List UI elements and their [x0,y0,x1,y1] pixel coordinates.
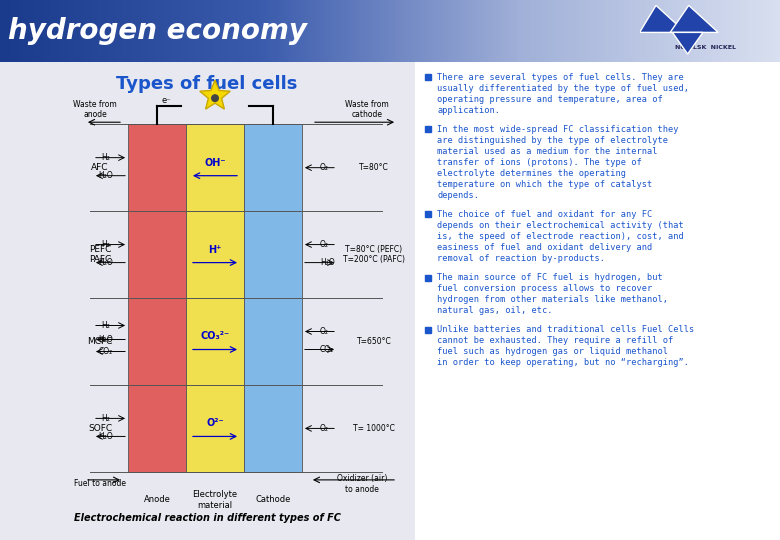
Text: OH⁻: OH⁻ [204,158,225,167]
Text: depends.: depends. [437,191,479,200]
Text: usually differentiated by the type of fuel used,: usually differentiated by the type of fu… [437,84,689,93]
Text: depends on their electrochemical activity (that: depends on their electrochemical activit… [437,221,684,230]
Text: transfer of ions (protons). The type of: transfer of ions (protons). The type of [437,158,642,167]
Text: Cathode: Cathode [255,495,291,504]
Text: operating pressure and temperature, area of: operating pressure and temperature, area… [437,94,663,104]
Text: fuel such as hydrogen gas or liquid methanol: fuel such as hydrogen gas or liquid meth… [437,347,668,356]
Text: PEFC
PAFC: PEFC PAFC [89,245,112,264]
Text: hydrogen economy: hydrogen economy [8,17,307,45]
Text: AFC: AFC [91,163,108,172]
Text: The choice of fuel and oxidant for any FC: The choice of fuel and oxidant for any F… [437,210,652,219]
Text: hydrogen from other materials like methanol,: hydrogen from other materials like metha… [437,295,668,304]
Text: natural gas, oil, etc.: natural gas, oil, etc. [437,306,552,315]
Text: Waste from
anode: Waste from anode [73,100,117,119]
Bar [186,124,244,472]
Text: O₂: O₂ [320,163,329,172]
Bar [0,62,415,540]
Bar [415,62,780,540]
Text: NORILSK  NICKEL: NORILSK NICKEL [675,45,736,50]
Text: O₂: O₂ [320,424,329,433]
Bar [128,124,186,472]
Text: H₂: H₂ [101,414,111,423]
Text: H₂: H₂ [101,240,111,249]
Text: Fuel to anode: Fuel to anode [74,480,126,488]
Text: O²⁻: O²⁻ [206,418,224,428]
Text: is, the speed of electrode reaction), cost, and: is, the speed of electrode reaction), co… [437,232,684,241]
Text: fuel conversion process allows to recover: fuel conversion process allows to recove… [437,284,652,293]
Text: Unlike batteries and traditional cells Fuel Cells: Unlike batteries and traditional cells F… [437,325,694,334]
Text: O₂: O₂ [320,240,329,249]
Text: Waste from
cathode: Waste from cathode [345,100,389,119]
Text: H₂O: H₂O [98,432,113,441]
Text: H₂O: H₂O [320,258,335,267]
Text: In the most wide-spread FC classification they: In the most wide-spread FC classificatio… [437,125,679,134]
Polygon shape [200,80,230,109]
Text: H₂O: H₂O [98,258,113,267]
Text: electrolyte determines the operating: electrolyte determines the operating [437,169,626,178]
Text: H₂: H₂ [101,321,111,330]
Text: removal of reaction by-products.: removal of reaction by-products. [437,254,605,263]
Text: H₂O: H₂O [98,335,113,344]
Text: Types of fuel cells: Types of fuel cells [116,75,298,93]
Text: T=650°C: T=650°C [356,337,392,346]
Circle shape [211,94,219,102]
Bar [244,124,302,472]
Text: e⁻: e⁻ [162,96,172,105]
Text: are distinguished by the type of electrolyte: are distinguished by the type of electro… [437,136,668,145]
Text: H₂O: H₂O [98,171,113,180]
Text: in order to keep operating, but no “recharging”.: in order to keep operating, but no “rech… [437,358,689,367]
Text: temperature on which the type of catalyst: temperature on which the type of catalys… [437,180,652,189]
Text: T=80°C (PEFC)
T=200°C (PAFC): T=80°C (PEFC) T=200°C (PAFC) [343,245,405,264]
Text: H₂: H₂ [101,153,111,162]
Text: easiness of fuel and oxidant delivery and: easiness of fuel and oxidant delivery an… [437,243,652,252]
Polygon shape [672,32,703,54]
Text: application.: application. [437,106,500,114]
Text: CO₂: CO₂ [99,347,113,356]
Text: Anode: Anode [144,495,171,504]
Text: H⁺: H⁺ [208,245,222,254]
Text: T=80°C: T=80°C [359,163,389,172]
Text: material used as a medium for the internal: material used as a medium for the intern… [437,147,658,156]
Text: Oxidizer (air)
to anode: Oxidizer (air) to anode [337,474,387,494]
Text: CO₃²⁻: CO₃²⁻ [200,332,229,341]
Text: There are several types of fuel cells. They are: There are several types of fuel cells. T… [437,72,684,82]
Text: Electrochemical reaction in different types of FC: Electrochemical reaction in different ty… [73,513,340,523]
Text: T= 1000°C: T= 1000°C [353,424,395,433]
Text: Electrolyte
material: Electrolyte material [193,490,238,510]
Text: CO₂: CO₂ [320,345,335,354]
Text: MCFC: MCFC [87,337,112,346]
Text: cannot be exhausted. They require a refill of: cannot be exhausted. They require a refi… [437,336,673,345]
Polygon shape [640,5,686,32]
Text: The main source of FC fuel is hydrogen, but: The main source of FC fuel is hydrogen, … [437,273,663,282]
Polygon shape [670,5,718,32]
Text: SOFC: SOFC [88,424,112,433]
Text: O₂: O₂ [320,327,329,336]
